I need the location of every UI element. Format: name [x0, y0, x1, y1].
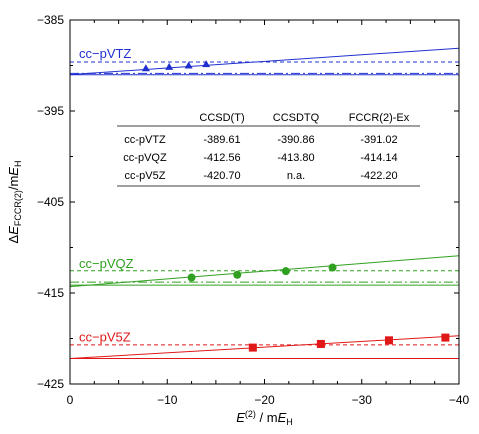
- data-point: [316, 339, 325, 348]
- basis-labels: cc−pVTZ cc−pVQZ cc−pV5Z: [79, 46, 134, 345]
- x-tick-label: −10: [157, 393, 178, 407]
- series-label: cc−pV5Z: [79, 330, 131, 345]
- data-point: [328, 263, 337, 272]
- data-point: [441, 333, 450, 342]
- table-cell: -389.61: [203, 134, 240, 146]
- table-cell: -391.02: [360, 134, 397, 146]
- table-cell: -420.70: [203, 170, 240, 182]
- y-tick-label: −385: [37, 13, 64, 27]
- x-tick-label: 0: [67, 393, 74, 407]
- data-point: [281, 267, 290, 276]
- data-markers: [141, 60, 450, 352]
- series-label: cc−pVTZ: [79, 46, 131, 61]
- data-point: [165, 62, 174, 70]
- table-cell: -390.86: [277, 134, 314, 146]
- data-point: [184, 61, 193, 69]
- x-axis-title: E(2) / mEH: [236, 409, 293, 427]
- table-cell: n.a.: [287, 170, 305, 182]
- table-cell: -413.80: [277, 152, 314, 164]
- data-point: [384, 336, 393, 345]
- y-tick-label: −415: [37, 286, 64, 300]
- y-tick-label: −395: [37, 104, 64, 118]
- axis-tick-labels: 0 −10 −20 −30 −40 −385 −395 −405 −415 −425: [37, 13, 470, 407]
- y-axis-title: ΔEFCCR(2)/mEH: [6, 161, 23, 244]
- y-tick-label: −425: [37, 377, 64, 391]
- x-tick-label: −20: [254, 393, 275, 407]
- table-row-label: cc-pVQZ: [123, 152, 167, 164]
- fit-line: [69, 47, 460, 76]
- data-table: CCSD(T) CCSDTQ FCCR(2)-Ex cc-pVTZ -389.6…: [117, 112, 420, 187]
- fit-line: [69, 335, 460, 360]
- plot-lines: [69, 47, 460, 360]
- y-tick-label: −405: [37, 195, 64, 209]
- table-row-label: cc-pV5Z: [125, 170, 166, 182]
- data-point: [202, 60, 211, 68]
- axis-ticks: [69, 19, 460, 385]
- table-cell: -412.56: [203, 152, 240, 164]
- table-cell: -414.14: [360, 152, 397, 164]
- data-point: [187, 273, 196, 282]
- table-header-fccr-ex: FCCR(2)-Ex: [349, 112, 410, 124]
- table-cell: -422.20: [360, 170, 397, 182]
- table-header-ccsdtq: CCSDTQ: [273, 112, 320, 124]
- data-point: [233, 270, 242, 279]
- fit-line: [69, 255, 460, 288]
- table-row-label: cc-pVTZ: [124, 134, 166, 146]
- table-header-ccsd-t: CCSD(T): [199, 112, 244, 124]
- x-tick-label: −30: [352, 393, 373, 407]
- x-tick-label: −40: [449, 393, 470, 407]
- data-point: [141, 64, 150, 72]
- data-point: [248, 343, 257, 352]
- series-label: cc−pVQZ: [79, 256, 134, 271]
